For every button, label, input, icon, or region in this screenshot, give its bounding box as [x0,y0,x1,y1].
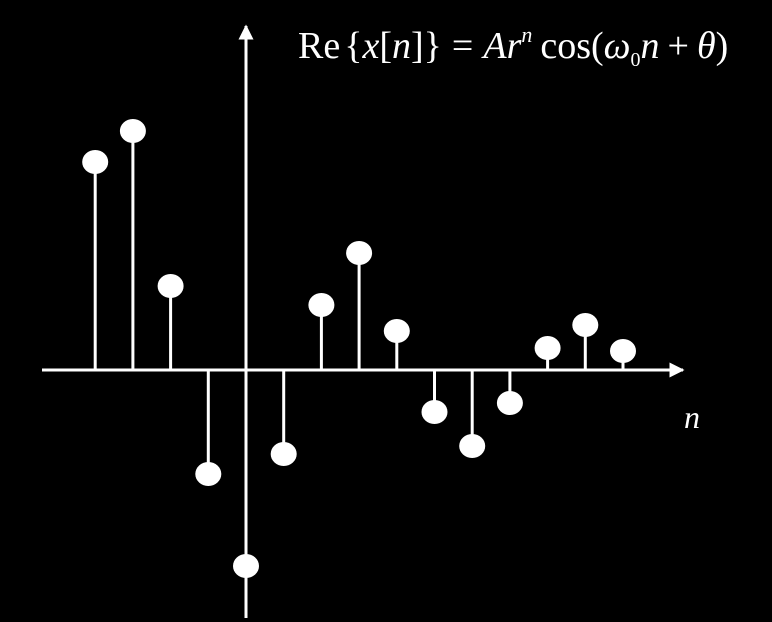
title-plus: + [668,25,689,67]
title-a: A [480,25,507,67]
title-n2: n [641,25,660,67]
stem-marker [383,319,410,343]
title-rbrace: } [424,25,442,67]
stem-marker [610,339,636,363]
title-n: n [392,25,411,67]
title-re: Re [298,25,340,67]
stem-series [82,119,636,578]
title-lparen: ( [591,25,604,67]
title-exponent: n [521,22,532,47]
stem-marker [496,391,523,415]
title-rbracket: ] [411,25,424,67]
stem-marker [233,554,259,578]
stem-marker [308,293,335,317]
title-lbracket: [ [379,25,392,67]
title-subscript: 0 [631,49,641,71]
stem-marker [572,313,599,337]
x-axis-label: n [684,399,700,435]
title-omega: ω [604,25,631,67]
stem-marker [119,119,146,143]
chart-title: Re {x[n]} = Arn cos(ω0n + θ) [298,22,728,71]
stem-marker [459,434,486,458]
stem-marker [157,274,184,298]
stem-marker [346,241,373,265]
stem-marker [270,442,297,466]
stem-marker [534,336,561,360]
stem-marker [421,400,448,424]
title-theta: θ [697,25,716,67]
title-cos: cos [540,25,591,67]
title-rparen: ) [716,25,729,67]
title-x: x [361,25,379,67]
stem-marker [82,150,109,174]
stem-marker [195,462,222,486]
title-lbrace: { [344,25,362,67]
title-r: r [507,25,522,67]
title-equals: = [452,25,473,67]
